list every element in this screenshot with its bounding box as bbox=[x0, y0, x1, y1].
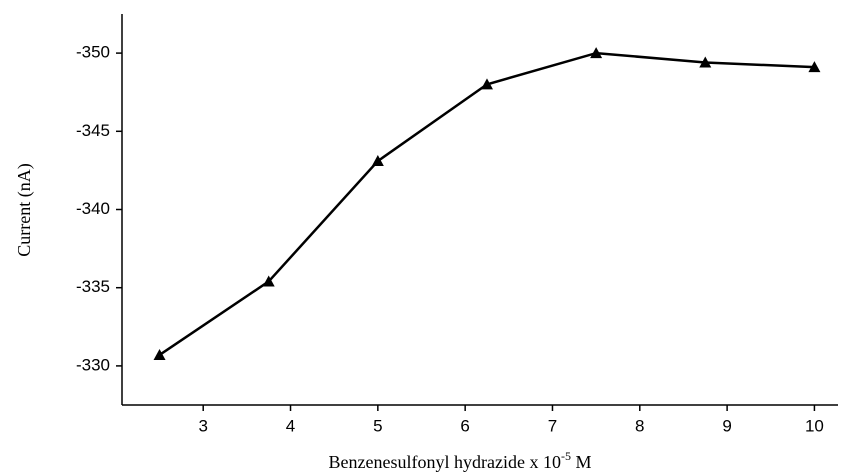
y-tick-label: -345 bbox=[76, 121, 110, 140]
y-axis-label: Current (nA) bbox=[14, 163, 35, 256]
y-tick-label: -335 bbox=[76, 277, 110, 296]
x-axis-label-superscript: -5 bbox=[561, 449, 571, 463]
x-tick-label: 3 bbox=[198, 416, 207, 435]
y-tick-label: -340 bbox=[76, 199, 110, 218]
y-tick-label: -350 bbox=[76, 43, 110, 62]
x-axis-label-suffix: M bbox=[571, 452, 592, 472]
marker bbox=[262, 275, 275, 287]
x-tick-label: 5 bbox=[373, 416, 382, 435]
marker bbox=[480, 78, 493, 90]
x-tick-label: 7 bbox=[548, 416, 557, 435]
x-axis-label: Benzenesulfonyl hydrazide x 10-5 M bbox=[329, 449, 592, 472]
marker bbox=[808, 61, 821, 73]
marker bbox=[371, 155, 384, 167]
marker bbox=[699, 56, 712, 68]
x-tick-label: 9 bbox=[722, 416, 731, 435]
x-tick-label: 10 bbox=[805, 416, 824, 435]
x-tick-label: 8 bbox=[635, 416, 644, 435]
x-axis-label-text: Benzenesulfonyl hydrazide x 10 bbox=[329, 452, 561, 472]
marker bbox=[153, 348, 166, 360]
x-tick-label: 6 bbox=[460, 416, 469, 435]
y-tick-label: -330 bbox=[76, 355, 110, 374]
x-tick-label: 4 bbox=[286, 416, 295, 435]
marker bbox=[590, 47, 603, 59]
line bbox=[158, 51, 815, 356]
